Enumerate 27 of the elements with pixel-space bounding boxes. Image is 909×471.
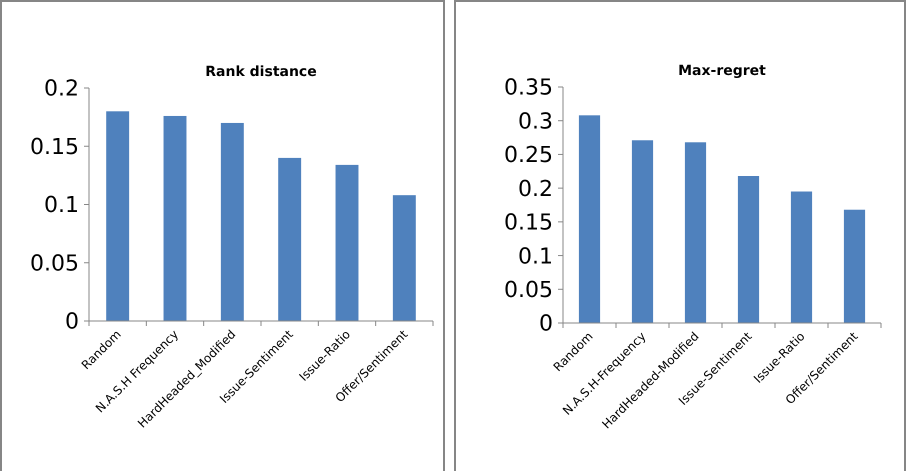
bar xyxy=(336,164,358,321)
chart-title: Max-regret xyxy=(678,63,766,79)
y-tick-label: 0.15 xyxy=(30,134,79,160)
y-tick-label: 0.3 xyxy=(518,109,553,134)
bar xyxy=(164,116,186,321)
bar xyxy=(790,192,812,323)
bar xyxy=(632,140,654,323)
y-tick-label: 0.25 xyxy=(504,143,553,168)
bar xyxy=(738,176,760,323)
y-tick-label: 0.35 xyxy=(504,76,553,101)
y-tick-label: 0.2 xyxy=(518,176,553,202)
y-tick-label: 0.1 xyxy=(44,193,79,218)
bar xyxy=(278,158,302,321)
y-tick-label: 0.05 xyxy=(504,278,553,303)
y-tick-label: 0.15 xyxy=(504,210,553,236)
bar xyxy=(684,142,706,323)
y-tick-label: 0.05 xyxy=(30,251,79,276)
bar xyxy=(578,115,600,323)
bar xyxy=(106,111,130,321)
chart-title: Rank distance xyxy=(205,64,317,80)
y-tick-label: 0 xyxy=(65,310,79,335)
bar xyxy=(220,122,244,321)
y-tick-label: 0 xyxy=(539,312,553,337)
y-tick-label: 0.2 xyxy=(44,76,79,102)
bar xyxy=(844,210,866,323)
y-tick-label: 0.1 xyxy=(518,244,553,270)
bar xyxy=(392,195,416,321)
